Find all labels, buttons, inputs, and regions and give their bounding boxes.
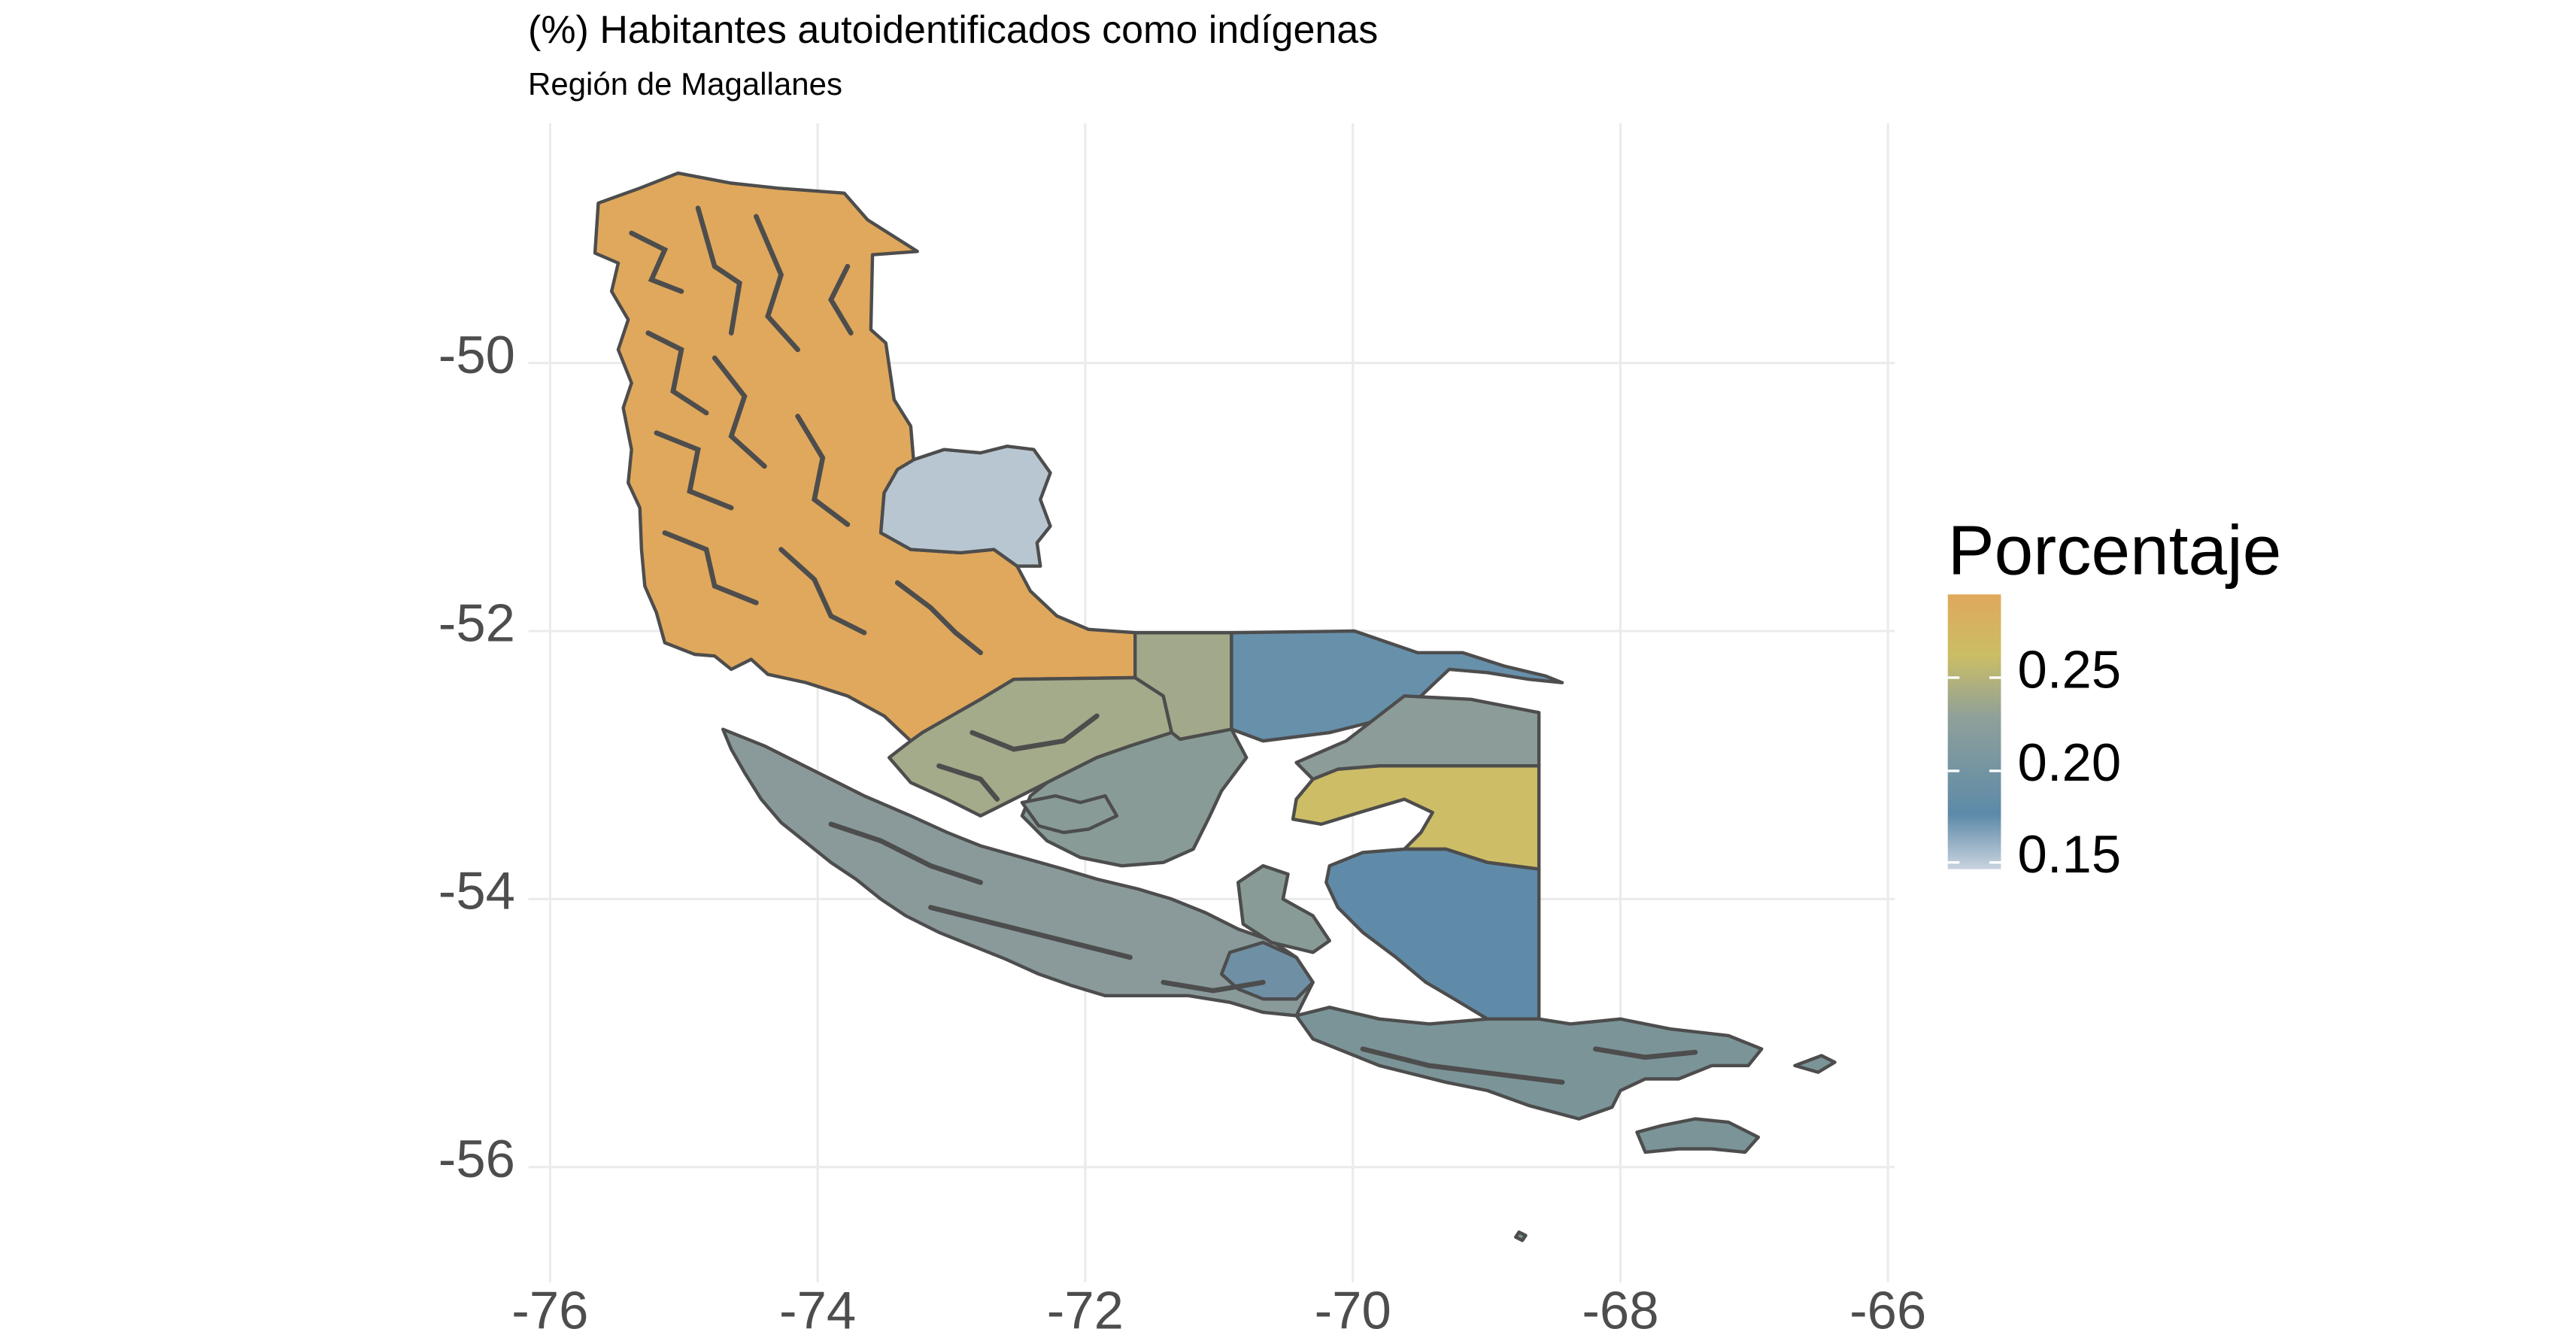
legend: Porcentaje 0.25 0.20 0.15 (1947, 511, 2282, 884)
region-ultima-esperanza (593, 171, 1137, 743)
chart-title: (%) Habitantes autoidentificados como in… (528, 8, 1379, 52)
legend-label: 0.25 (2018, 639, 2122, 699)
x-tick-label: -66 (1849, 1281, 1926, 1332)
region-san-gregorio (1230, 629, 1564, 743)
legend-colorbar (1947, 594, 2001, 869)
region-timaukel (1324, 847, 1541, 1021)
x-tick-label: -76 (511, 1281, 588, 1332)
x-axis: -76 -74 -72 -70 -68 -66 (511, 1281, 1926, 1332)
region-cabo-de-hornos (1294, 1006, 1764, 1121)
x-tick-label: -72 (1047, 1281, 1124, 1332)
region-small-island (1514, 1230, 1528, 1242)
y-tick-label: -54 (438, 861, 515, 921)
legend-label: 0.15 (2018, 824, 2122, 884)
y-tick-label: -52 (438, 593, 515, 652)
legend-title: Porcentaje (1948, 511, 2282, 590)
region-western-strait (1020, 793, 1119, 835)
region-beagle-east (1793, 1054, 1837, 1074)
y-axis: -50 -52 -54 -56 (438, 325, 515, 1188)
y-tick-label: -56 (438, 1129, 515, 1188)
region-isla-inner (1236, 863, 1331, 954)
regions (593, 171, 1837, 1242)
x-tick-label: -68 (1582, 1281, 1658, 1332)
x-tick-label: -74 (779, 1281, 856, 1332)
legend-label: 0.20 (2018, 733, 2122, 792)
chart-subtitle: Región de Magallanes (528, 66, 842, 102)
region-porvenir (1291, 764, 1541, 871)
region-cabo-de-hornos-islands (1635, 1117, 1761, 1155)
x-tick-label: -70 (1315, 1281, 1391, 1332)
fjord-lines (629, 205, 1698, 1085)
y-tick-label: -50 (438, 325, 515, 384)
region-western-archipelago (721, 727, 1315, 1018)
region-torres-del-paine (878, 445, 1052, 568)
